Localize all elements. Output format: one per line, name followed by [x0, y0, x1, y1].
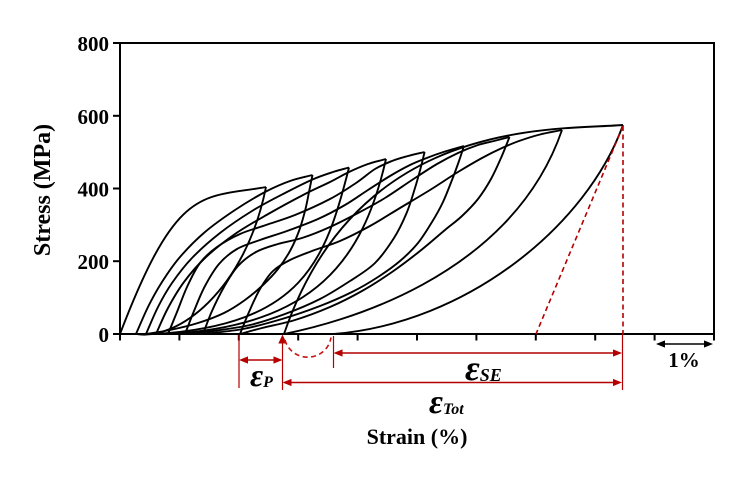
svg-text:0: 0: [99, 323, 110, 347]
svg-text:1%: 1%: [668, 348, 700, 372]
svg-text:Stress (MPa): Stress (MPa): [30, 124, 56, 256]
svg-text:800: 800: [78, 32, 110, 56]
svg-text:600: 600: [78, 105, 110, 129]
svg-text:Strain (%): Strain (%): [367, 424, 468, 449]
svg-text:400: 400: [78, 178, 110, 202]
svg-text:200: 200: [78, 250, 110, 274]
